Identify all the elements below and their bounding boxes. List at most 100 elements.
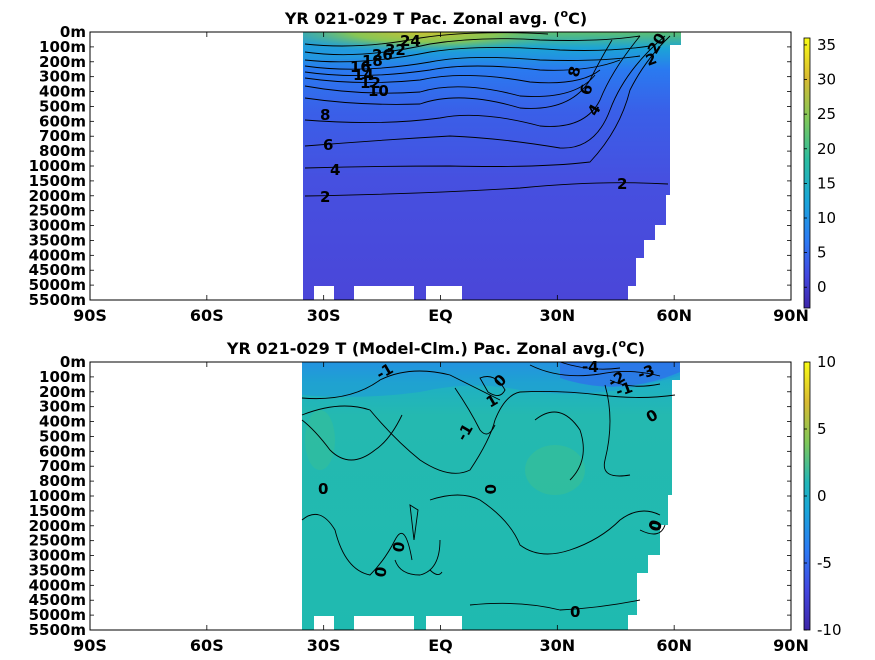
y-tick-label: 0m xyxy=(60,23,86,41)
x-tick-label: 60N xyxy=(656,636,692,655)
y-tick-label: 5000m xyxy=(29,276,86,294)
bottom-field xyxy=(302,362,791,630)
contour-label: 8 xyxy=(320,106,330,124)
contour-label: 16 xyxy=(350,58,371,76)
colorbar-tick-label: 10 xyxy=(817,209,836,227)
x-tick-label: 90S xyxy=(73,306,107,325)
y-tick-label: 0m xyxy=(60,353,86,371)
contour-label: 24 xyxy=(400,32,421,50)
y-tick-label: 3000m xyxy=(29,217,86,235)
colorbar-tick-label: -5 xyxy=(817,554,832,572)
x-tick-label: 60S xyxy=(190,306,224,325)
top-contour-labels: 24 32 26 18 16 14 12 10 8 6 4 2 20 2 8 6… xyxy=(320,30,670,206)
x-tick-label: 30N xyxy=(540,306,576,325)
y-tick-label: 2000m xyxy=(29,187,86,205)
y-tick-label: 2500m xyxy=(29,532,86,550)
top-contours xyxy=(304,32,671,197)
y-tick-label: 3000m xyxy=(29,547,86,565)
contour-label: -1 xyxy=(613,378,635,401)
colorbar-tick-label: 0 xyxy=(817,278,827,296)
y-tick-label: 400m xyxy=(39,413,86,431)
contour-label: 12 xyxy=(360,74,381,92)
y-tick-label: 200m xyxy=(39,53,86,71)
colorbar-tick-label: 25 xyxy=(817,105,836,123)
bottom-panel: YR 021-029 T (Model-Clm.) Pac. Zonal avg… xyxy=(29,337,842,655)
x-tick-label: EQ xyxy=(428,636,453,655)
y-tick-label: 100m xyxy=(39,368,86,386)
colorbar-tick-label: 35 xyxy=(817,36,836,54)
contour-label: 0 xyxy=(646,519,666,532)
y-tick-label: 400m xyxy=(39,83,86,101)
y-tick-label: 2000m xyxy=(29,517,86,535)
y-tick-label: 4000m xyxy=(29,246,86,264)
y-tick-label: 5500m xyxy=(29,621,86,639)
y-tick-label: 800m xyxy=(39,142,86,160)
x-tick-label: 60N xyxy=(656,306,692,325)
bottom-y-axis: 0m100m200m300m400m500m600m700m800m1000m1… xyxy=(29,353,791,639)
contour-label: 0 xyxy=(481,484,499,494)
y-tick-label: 4500m xyxy=(29,591,86,609)
colorbar-tick-label: 20 xyxy=(817,140,836,158)
colorbar-tick-label: 5 xyxy=(817,244,827,262)
x-tick-label: 60S xyxy=(190,636,224,655)
contour-label: 8 xyxy=(564,64,584,79)
y-tick-label: 200m xyxy=(39,383,86,401)
y-tick-label: 1000m xyxy=(29,157,86,175)
y-tick-label: 3500m xyxy=(29,231,86,249)
contour-label: 6 xyxy=(576,82,596,97)
y-tick-label: 500m xyxy=(39,427,86,445)
contour-label: 0 xyxy=(389,540,409,553)
colorbar-tick-label: 0 xyxy=(817,487,827,505)
top-x-axis: 90S 60S 30S EQ 30N 60N 90N xyxy=(73,32,809,325)
contour-label: 4 xyxy=(330,161,340,179)
top-title: YR 021-029 T Pac. Zonal avg. (oC) xyxy=(284,7,587,28)
colorbar-tick-label: 10 xyxy=(817,353,836,371)
y-tick-label: 700m xyxy=(39,127,86,145)
y-tick-label: 700m xyxy=(39,457,86,475)
top-field xyxy=(303,32,791,300)
y-tick-label: 5000m xyxy=(29,606,86,624)
bottom-title: YR 021-029 T (Model-Clm.) Pac. Zonal avg… xyxy=(226,337,645,358)
contour-label: 14 xyxy=(353,66,374,84)
contour-label: 0 xyxy=(570,603,580,621)
x-tick-label: 30S xyxy=(307,306,341,325)
y-tick-label: 2500m xyxy=(29,202,86,220)
contour-label: 2 xyxy=(320,188,330,206)
contour-label: 0 xyxy=(318,480,328,498)
y-tick-label: 600m xyxy=(39,112,86,130)
colorbar-tick-label: 5 xyxy=(817,420,827,438)
contour-label: -1 xyxy=(373,360,396,384)
colorbar-tick-label: 30 xyxy=(817,71,836,89)
x-tick-label: 90N xyxy=(773,636,809,655)
bottom-colorbar-ticks: 10 5 0 -5 -10 xyxy=(804,353,842,639)
y-tick-label: 4000m xyxy=(29,576,86,594)
contour-label: 10 xyxy=(368,82,389,100)
y-tick-label: 5500m xyxy=(29,291,86,309)
y-tick-label: 1500m xyxy=(29,502,86,520)
contour-label: 6 xyxy=(323,136,333,154)
top-colorbar-ticks: 35 30 25 20 15 10 5 0 xyxy=(804,36,836,296)
y-tick-label: 1500m xyxy=(29,172,86,190)
top-y-axis: 0m100m200m300m400m500m600m700m800m1000m1… xyxy=(29,23,791,309)
x-tick-label: 30S xyxy=(307,636,341,655)
x-tick-label: 30N xyxy=(540,636,576,655)
colorbar-tick-label: -10 xyxy=(817,621,842,639)
top-colorbar xyxy=(803,37,811,309)
contour-label: -4 xyxy=(582,358,599,376)
contour-label: 26 xyxy=(372,46,393,64)
y-tick-label: 3500m xyxy=(29,561,86,579)
contour-label: 0 xyxy=(371,565,391,578)
contour-label: -2 xyxy=(605,368,628,392)
y-tick-label: 1000m xyxy=(29,487,86,505)
contour-label: -1 xyxy=(453,421,477,444)
x-tick-label: 90N xyxy=(773,306,809,325)
x-tick-label: EQ xyxy=(428,306,453,325)
y-tick-label: 300m xyxy=(39,398,86,416)
y-tick-label: 600m xyxy=(39,442,86,460)
contour-label: -3 xyxy=(635,361,657,384)
contour-label: 32 xyxy=(385,41,406,59)
x-tick-label: 90S xyxy=(73,636,107,655)
y-tick-label: 100m xyxy=(39,38,86,56)
